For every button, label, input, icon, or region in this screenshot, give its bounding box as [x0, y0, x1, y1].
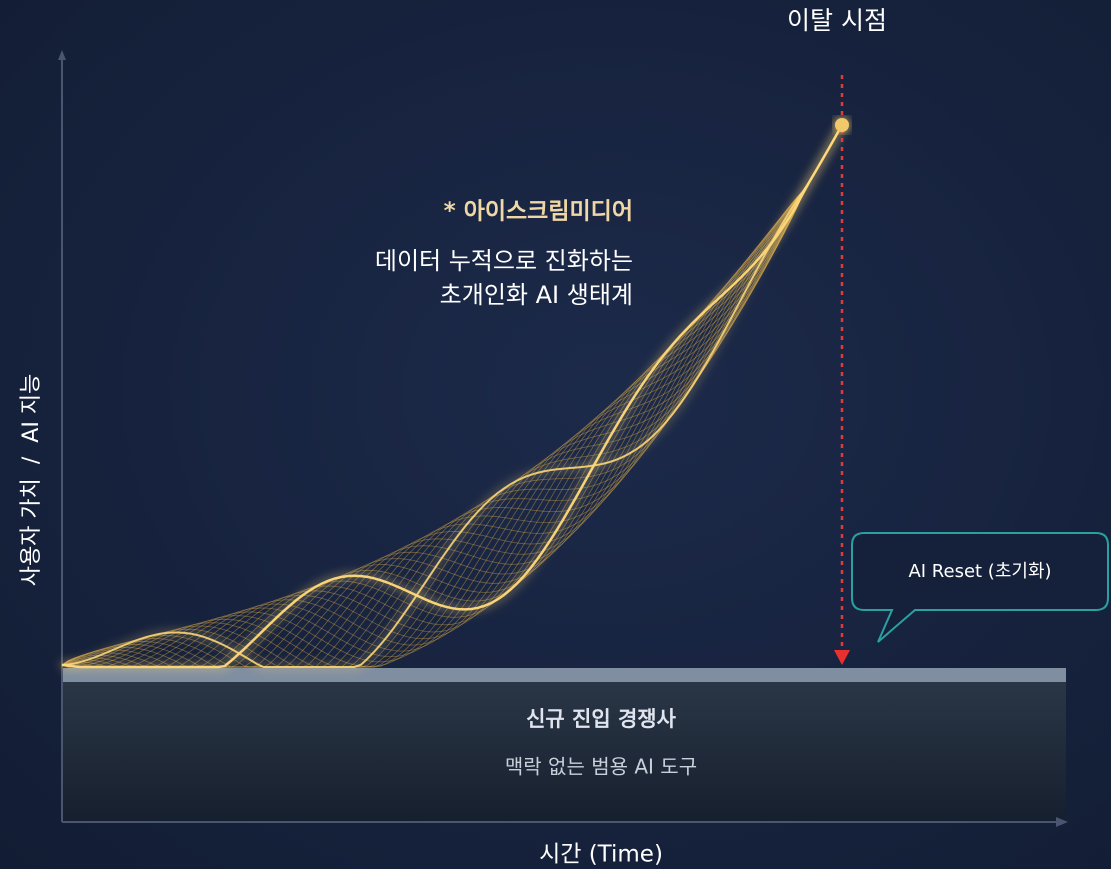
x-axis-label: 시간 (Time)	[539, 842, 663, 868]
competitor-box	[62, 682, 1066, 822]
y-axis-label: 사용자 가치 / AI 지능	[19, 374, 44, 587]
callout-text: AI Reset (초기화)	[908, 561, 1051, 582]
x-axis-arrow	[1056, 817, 1068, 827]
description-line: 데이터 누적으로 진화하는	[375, 247, 633, 275]
curve-strand	[61, 124, 843, 668]
curve-strand	[61, 124, 844, 669]
curve-strand	[61, 124, 843, 668]
curve-strand	[61, 124, 843, 668]
curve-strand	[61, 124, 843, 668]
curve-strand	[61, 124, 843, 668]
churn-point	[835, 118, 849, 132]
curve-strand	[61, 124, 843, 668]
churn-arrow	[834, 650, 850, 665]
curve-strand	[61, 124, 843, 668]
curve-strand	[61, 124, 843, 668]
competitor-subtitle: 맥락 없는 범용 AI 도구	[505, 755, 697, 779]
description-line: 초개인화 AI 생태계	[440, 281, 633, 309]
y-axis-arrow	[58, 50, 66, 60]
curve-strand	[61, 124, 843, 668]
curve-strand	[61, 124, 843, 668]
growth-curves	[61, 124, 844, 669]
curve-strand	[61, 124, 843, 668]
churn-label: 이탈 시점	[787, 6, 887, 35]
brand: * 아이스크림미디어	[444, 199, 633, 225]
curve-strand	[61, 124, 843, 668]
callout-bubble	[851, 532, 1109, 643]
curve-strand	[61, 124, 843, 668]
competitor-title: 신규 진입 경쟁사	[526, 707, 677, 731]
baseline-bar	[62, 668, 1066, 682]
curve-strand	[61, 124, 843, 668]
